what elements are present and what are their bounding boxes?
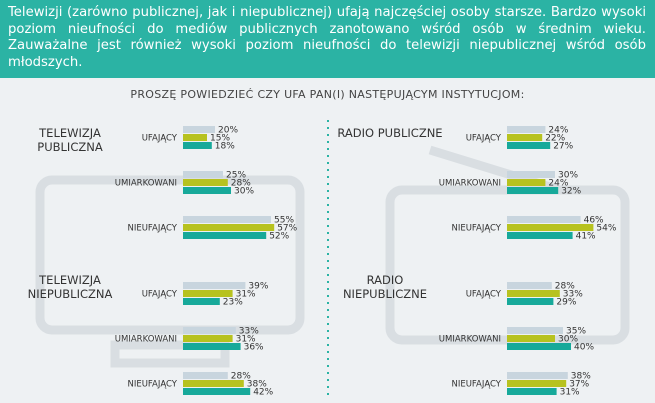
tv-icon <box>35 175 305 335</box>
value-label: 41% <box>576 232 596 242</box>
bar <box>183 290 233 297</box>
value-label: 30% <box>558 171 578 181</box>
category-label: UMIARKOWANI <box>439 335 501 345</box>
bar <box>507 179 546 186</box>
category-label: NIEUFAJĄCY <box>451 224 501 234</box>
value-label: 31% <box>560 388 580 398</box>
category-label: UMIARKOWANI <box>115 335 177 345</box>
value-label: 38% <box>571 372 591 382</box>
bar <box>183 126 215 133</box>
value-label: 42% <box>253 388 273 398</box>
tv-stand <box>110 340 230 368</box>
value-label: 30% <box>558 335 578 345</box>
bar <box>183 380 244 387</box>
bar <box>183 343 241 350</box>
bar <box>507 343 571 350</box>
value-label: 24% <box>548 126 568 136</box>
category-label: NIEUFAJĄCY <box>451 380 501 390</box>
bar <box>507 142 551 149</box>
value-label: 33% <box>563 290 583 300</box>
value-label: 18% <box>215 142 235 152</box>
value-label: 32% <box>561 187 581 197</box>
value-label: 57% <box>277 224 297 234</box>
value-label: 23% <box>223 298 243 308</box>
category-label: UMIARKOWANI <box>439 179 501 189</box>
bar <box>183 232 267 239</box>
value-label: 52% <box>269 232 289 242</box>
category-label: NIEUFAJĄCY <box>127 224 177 234</box>
value-label: 36% <box>244 343 264 353</box>
value-label: 24% <box>548 179 568 189</box>
category-label: UMIARKOWANI <box>115 179 177 189</box>
value-label: 38% <box>247 380 267 390</box>
bar <box>507 187 559 194</box>
bar <box>507 282 552 289</box>
value-label: 55% <box>274 216 294 226</box>
value-label: 46% <box>584 216 604 226</box>
bar <box>507 134 543 141</box>
bar <box>507 126 546 133</box>
bar <box>183 298 220 305</box>
bar <box>507 327 563 334</box>
value-label: 29% <box>556 298 576 308</box>
value-label: 28% <box>231 179 251 189</box>
panel-title: RADIO PUBLICZNE <box>337 126 443 140</box>
bar <box>183 216 271 223</box>
category-label: UFAJĄCY <box>466 290 502 300</box>
value-label: 37% <box>569 380 589 390</box>
bar <box>507 388 557 395</box>
bar <box>183 335 233 342</box>
panel-title: TELEWIZJA NIEPUBLICZNA <box>27 273 113 301</box>
category-label: UFAJĄCY <box>142 290 178 300</box>
bar <box>507 171 555 178</box>
radio-icon <box>385 185 630 345</box>
bar <box>507 290 560 297</box>
bar <box>507 335 555 342</box>
value-label: 30% <box>234 187 254 197</box>
bar <box>183 388 251 395</box>
bar <box>183 372 228 379</box>
panel-title: TELEWIZJA PUBLICZNA <box>37 126 103 154</box>
bar <box>507 224 594 231</box>
category-label: UFAJĄCY <box>466 134 502 144</box>
value-label: 20% <box>218 126 238 136</box>
bar <box>507 380 567 387</box>
question: PROSZĘ POWIEDZIEĆ CZY UFA PAN(I) NASTĘPU… <box>130 88 525 101</box>
bar <box>183 327 236 334</box>
value-label: 35% <box>566 327 586 337</box>
value-label: 54% <box>596 224 616 234</box>
bar <box>183 282 246 289</box>
value-label: 33% <box>239 327 259 337</box>
value-label: 31% <box>236 335 256 345</box>
bar <box>183 179 228 186</box>
category-label: NIEUFAJĄCY <box>127 380 177 390</box>
category-label: UFAJĄCY <box>142 134 178 144</box>
bar <box>507 216 581 223</box>
bar <box>183 134 207 141</box>
value-label: 15% <box>210 134 230 144</box>
bar <box>183 171 223 178</box>
bar <box>183 187 231 194</box>
value-label: 28% <box>231 372 251 382</box>
value-label: 22% <box>545 134 565 144</box>
bar <box>507 372 568 379</box>
bar <box>183 142 212 149</box>
bar <box>183 224 275 231</box>
value-label: 39% <box>248 282 268 292</box>
value-label: 31% <box>236 290 256 300</box>
banner: Telewizji (zarówno publicznej, jak i nie… <box>0 0 655 78</box>
value-label: 25% <box>226 171 246 181</box>
panel-title: RADIO NIEPUBLICZNE <box>342 273 428 301</box>
value-label: 27% <box>553 142 573 152</box>
value-label: 40% <box>574 343 594 353</box>
bar <box>507 232 573 239</box>
intro-text: Telewizji (zarówno publicznej, jak i nie… <box>8 5 646 70</box>
value-label: 28% <box>555 282 575 292</box>
bar <box>507 298 554 305</box>
